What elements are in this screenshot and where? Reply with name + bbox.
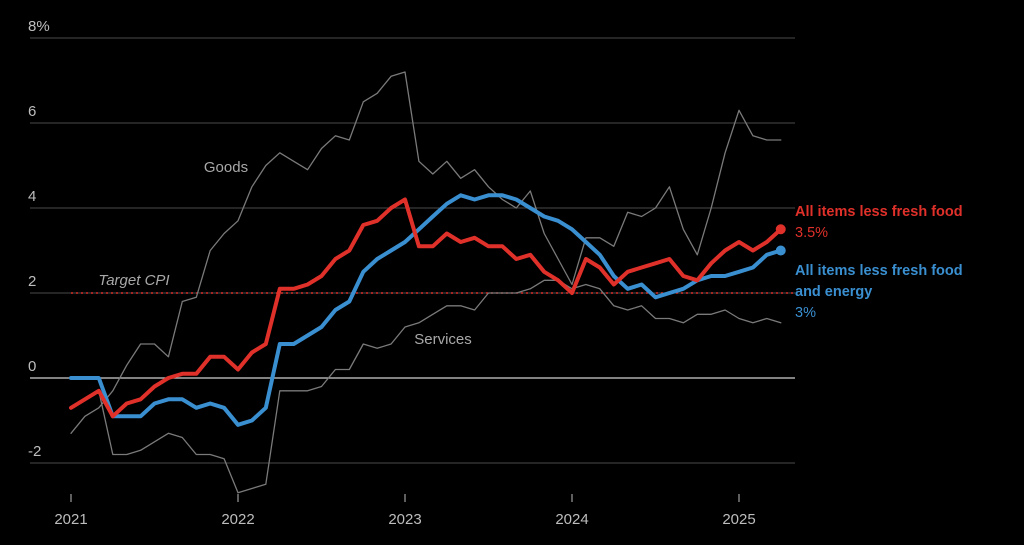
series-line-goods	[70, 71, 782, 434]
endpoint-dot-core_core	[775, 245, 786, 256]
y-tick-label: 8%	[28, 18, 50, 35]
series-label-core_core: and energy	[795, 284, 872, 300]
y-tick-label: 0	[28, 358, 36, 375]
series-value-core_core: 3%	[795, 305, 816, 321]
series-label-core_core: All items less fresh food	[795, 263, 963, 279]
x-tick-label: 2022	[221, 511, 254, 528]
y-tick-label: 6	[28, 103, 36, 120]
x-tick-label: 2023	[388, 511, 421, 528]
x-tick-label: 2025	[722, 511, 755, 528]
y-axis-tick-labels: 8% 6 4 2 0 -2	[28, 18, 50, 460]
end-labels: All items less fresh food and energy 3% All…	[795, 204, 963, 321]
y-tick-label: 4	[28, 188, 36, 205]
annotation-services: Services	[414, 331, 472, 348]
gridlines	[30, 37, 795, 464]
annotations: Goods Services Target CPI	[98, 159, 471, 348]
series-line-core	[69, 197, 783, 419]
series-line-services	[70, 279, 782, 494]
series-line-core_core	[69, 193, 783, 427]
annotation-goods: Goods	[204, 159, 248, 176]
x-axis: 2021 2022 2023 2024 2025	[54, 494, 756, 528]
series-lines	[69, 71, 786, 494]
series-value-core: 3.5%	[795, 225, 828, 241]
x-tick-label: 2024	[555, 511, 588, 528]
y-tick-label: -2	[28, 443, 41, 460]
y-tick-label: 2	[28, 273, 36, 290]
series-label-core: All items less fresh food	[795, 204, 963, 220]
endpoint-dot-core	[775, 224, 786, 235]
x-tick-label: 2021	[54, 511, 87, 528]
annotation-target: Target CPI	[98, 272, 169, 289]
